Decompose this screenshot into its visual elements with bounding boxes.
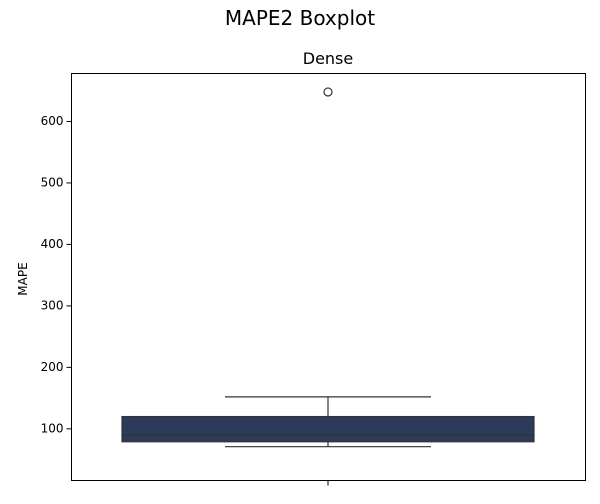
y-tick-label: 500 [41, 175, 64, 189]
y-tick-label: 300 [41, 298, 64, 312]
y-tick-label: 400 [41, 237, 64, 251]
y-tick-label: 200 [41, 360, 64, 374]
y-axis: 100 200 300 400 500 600 [41, 114, 72, 435]
chart-title: Dense [303, 49, 353, 68]
plot-area [121, 87, 535, 448]
y-axis-label: MAPE [16, 262, 30, 295]
iqr-box [121, 415, 535, 443]
axes-frame [71, 73, 586, 481]
y-tick-label: 100 [41, 421, 64, 435]
outlier-point [323, 87, 333, 97]
y-tick-label: 600 [41, 114, 64, 128]
figure-suptitle: MAPE2 Boxplot [225, 6, 375, 30]
